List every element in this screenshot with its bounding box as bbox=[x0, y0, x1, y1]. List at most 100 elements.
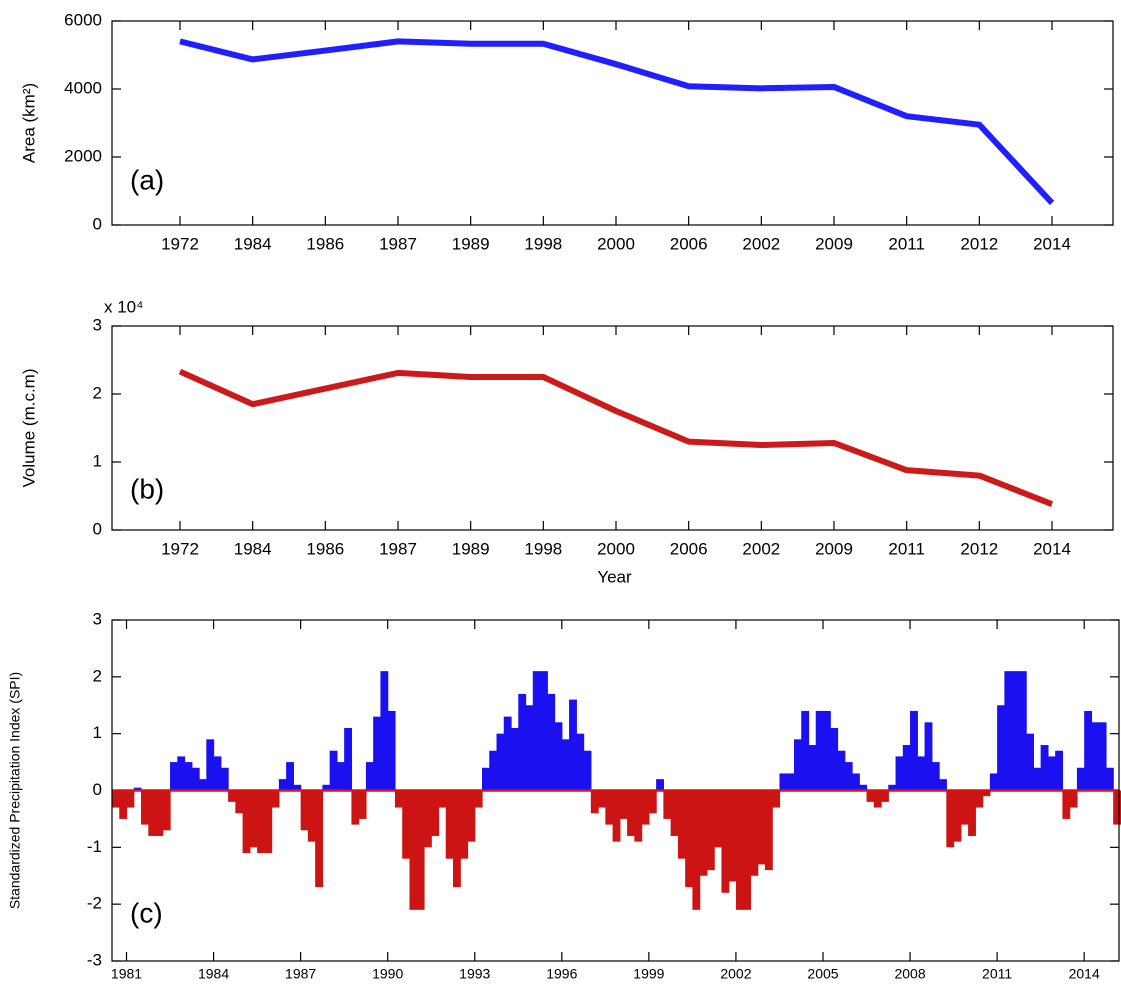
x-tick-label: 1993 bbox=[459, 966, 490, 982]
x-tick-label: 2011 bbox=[888, 539, 925, 558]
spi-bar bbox=[351, 790, 360, 825]
y-tick-label: 1 bbox=[93, 723, 102, 742]
spi-bar bbox=[1018, 671, 1027, 791]
spi-bar bbox=[162, 790, 171, 831]
y-tick-label: -1 bbox=[87, 837, 102, 856]
spi-bar bbox=[141, 790, 149, 825]
spi-bar bbox=[735, 790, 744, 910]
x-tick-label: 1984 bbox=[198, 966, 229, 982]
spi-bar bbox=[598, 790, 606, 808]
x-tick-label: 1999 bbox=[633, 966, 664, 982]
spi-bar bbox=[119, 790, 128, 819]
spi-bar bbox=[627, 790, 635, 836]
spi-bar bbox=[757, 790, 766, 865]
spi-bar bbox=[561, 739, 570, 791]
spi-bar bbox=[612, 790, 621, 842]
spi-bar bbox=[155, 790, 164, 836]
spi-bar bbox=[1113, 790, 1121, 825]
spi-bar bbox=[881, 790, 889, 802]
x-tick-label: 1972 bbox=[161, 539, 199, 558]
spi-bar bbox=[547, 693, 556, 791]
spi-bar bbox=[467, 790, 476, 842]
data-line bbox=[178, 368, 1054, 507]
x-tick-label: 1990 bbox=[372, 966, 403, 982]
spi-bar bbox=[228, 790, 236, 802]
spi-bar bbox=[706, 790, 715, 871]
x-tick-label: 2002 bbox=[742, 539, 780, 558]
x-tick-label: 2012 bbox=[960, 234, 998, 253]
spi-bar bbox=[518, 693, 527, 791]
spi-bar bbox=[910, 710, 918, 791]
spi-bar bbox=[830, 727, 839, 791]
spi-bar bbox=[1033, 767, 1042, 791]
spi-bar bbox=[387, 710, 396, 791]
spi-bar bbox=[670, 790, 679, 836]
spi-bar bbox=[641, 790, 650, 825]
spi-bar bbox=[750, 790, 759, 876]
y-axis-label: Area (km²) bbox=[19, 83, 38, 163]
spi-bar bbox=[423, 790, 432, 848]
spi-bar bbox=[271, 790, 280, 808]
spi-bar bbox=[931, 762, 940, 791]
spi-bar bbox=[648, 790, 657, 814]
spi-bar bbox=[989, 773, 998, 791]
x-tick-label: 2002 bbox=[720, 966, 751, 982]
spi-bar bbox=[249, 790, 258, 848]
spi-bar bbox=[779, 773, 788, 791]
y-tick-label: 0 bbox=[93, 214, 102, 233]
x-tick-label: 1996 bbox=[546, 966, 577, 982]
spi-bar bbox=[822, 710, 831, 791]
spi-bar bbox=[1098, 722, 1107, 791]
spi-bar bbox=[365, 762, 374, 791]
spi-bar bbox=[1026, 733, 1034, 791]
spi-bar bbox=[888, 784, 897, 791]
x-tick-label: 2014 bbox=[1033, 234, 1071, 253]
y-tick-label: 0 bbox=[93, 519, 102, 538]
spi-bar bbox=[460, 790, 469, 859]
spi-bar bbox=[1105, 767, 1114, 791]
spi-bar bbox=[968, 790, 976, 836]
spi-bar bbox=[489, 750, 498, 791]
spi-bar bbox=[743, 790, 752, 910]
spi-bar bbox=[329, 750, 338, 791]
spi-bar bbox=[677, 790, 686, 859]
x-tick-label: 1989 bbox=[452, 234, 490, 253]
spi-bar bbox=[975, 790, 984, 808]
y-axis-label: Standardized Precipitation Index (SPI) bbox=[7, 672, 23, 909]
x-tick-label: 2008 bbox=[894, 966, 925, 982]
y-tick-label: 0 bbox=[93, 780, 102, 799]
y-tick-label: 2 bbox=[93, 383, 102, 402]
y-tick-label: 4000 bbox=[64, 78, 102, 97]
x-tick-label: 2011 bbox=[888, 234, 925, 253]
x-tick-label: 2005 bbox=[807, 966, 838, 982]
x-tick-label: 2009 bbox=[815, 234, 853, 253]
y-multiplier: x 10⁴ bbox=[104, 297, 143, 316]
x-tick-label: 1972 bbox=[161, 234, 199, 253]
spi-bar bbox=[496, 733, 505, 791]
x-tick-label: 2014 bbox=[1033, 539, 1071, 558]
spi-bar bbox=[1069, 790, 1078, 808]
spi-bar bbox=[605, 790, 614, 825]
spi-bar bbox=[126, 790, 135, 808]
spi-bar bbox=[917, 756, 926, 791]
y-tick-label: -3 bbox=[87, 950, 102, 969]
spi-bar bbox=[714, 790, 723, 848]
spi-bar bbox=[554, 722, 563, 791]
spi-bar bbox=[452, 790, 461, 888]
spi-bar bbox=[336, 762, 345, 791]
spi-bar bbox=[525, 705, 534, 791]
spi-bar bbox=[286, 762, 294, 791]
y-tick-label: 2 bbox=[93, 666, 102, 685]
spi-bar bbox=[293, 784, 302, 791]
x-tick-label: 1987 bbox=[379, 234, 417, 253]
spi-bar bbox=[997, 705, 1005, 791]
spi-bar bbox=[1011, 671, 1020, 791]
spi-bar bbox=[344, 727, 353, 791]
x-tick-label: 2000 bbox=[597, 234, 635, 253]
spi-bar bbox=[1055, 750, 1064, 791]
spi-bar bbox=[540, 671, 548, 791]
spi-bar bbox=[532, 671, 541, 791]
spi-bar bbox=[815, 710, 824, 791]
spi-bar bbox=[148, 790, 157, 836]
